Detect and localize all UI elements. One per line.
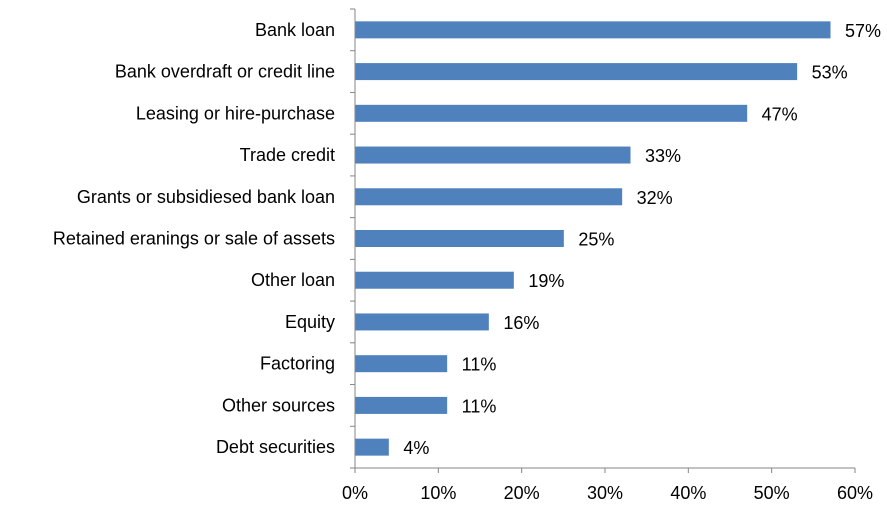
x-tick-labels: 0% 10% 20% 30% 40% 50% 60%: [342, 483, 873, 503]
category-label: Leasing or hire-purchase: [136, 103, 335, 123]
category-label: Other sources: [222, 395, 335, 415]
bar: [355, 271, 514, 289]
bar: [355, 146, 631, 164]
category-label: Other loan: [251, 270, 335, 290]
bar: [355, 313, 489, 331]
axes: [350, 8, 856, 473]
bar: [355, 188, 623, 206]
data-label: 4%: [403, 438, 429, 458]
category-label: Bank loan: [255, 20, 335, 40]
bar: [355, 63, 798, 81]
data-label: 53%: [812, 63, 848, 83]
bar: [355, 438, 389, 456]
x-tick-label: 50%: [754, 483, 790, 503]
category-label: Trade credit: [240, 145, 335, 165]
category-label: Retained eranings or sale of assets: [53, 229, 335, 249]
bar: [355, 21, 831, 39]
data-label: 25%: [578, 230, 614, 250]
bars: [355, 21, 831, 456]
bar: [355, 355, 448, 373]
category-label: Grants or subsidiesed bank loan: [77, 187, 335, 207]
category-label: Factoring: [260, 354, 335, 374]
x-tick-label: 10%: [420, 483, 456, 503]
data-label: 11%: [462, 355, 497, 375]
category-label: Debt securities: [216, 437, 335, 457]
bar: [355, 230, 564, 247]
data-label: 32%: [637, 188, 673, 208]
bar: [355, 104, 748, 122]
category-label: Equity: [285, 312, 335, 332]
x-tick-label: 40%: [670, 483, 706, 503]
category-labels: Bank loan Bank overdraft or credit line Le…: [53, 20, 335, 457]
category-label: Bank overdraft or credit line: [115, 62, 335, 82]
x-tick-label: 60%: [837, 483, 873, 503]
bar: [355, 396, 448, 414]
data-label: 47%: [762, 104, 798, 124]
data-label: 16%: [503, 313, 539, 333]
x-tick-label: 0%: [342, 483, 368, 503]
data-label: 57%: [845, 21, 881, 41]
data-label: 19%: [528, 271, 564, 291]
data-labels: 57% 53% 47% 33% 32% 25% 19% 16% 11% 11% 4%: [403, 21, 881, 458]
data-label: 33%: [645, 146, 681, 166]
data-label: 11%: [462, 396, 497, 416]
x-tick-label: 20%: [504, 483, 540, 503]
x-tick-label: 30%: [587, 483, 623, 503]
